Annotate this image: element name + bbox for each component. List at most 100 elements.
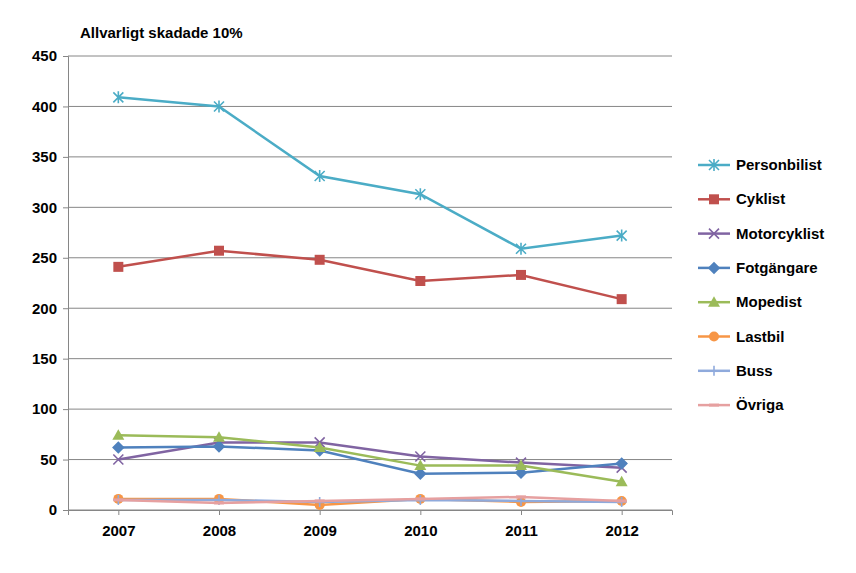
series-marker: [515, 460, 527, 471]
legend-entry: Fotgängare: [698, 259, 818, 276]
legend-entry: Personbilist: [698, 156, 822, 173]
grid: [68, 56, 672, 510]
legend-marker: [709, 229, 719, 239]
legend-entry: Motorcyklist: [698, 225, 824, 242]
legend-swatch: [698, 404, 730, 407]
legend-label: Cyklist: [736, 190, 785, 207]
x-tick-label: 2012: [605, 522, 638, 539]
x-tick-label: 2007: [102, 522, 135, 539]
legend-entry: Cyklist: [698, 190, 785, 207]
legend-marker: [709, 194, 719, 204]
y-tick-mark: [63, 106, 68, 107]
x-tick-mark: [320, 510, 321, 515]
y-tick-label: 50: [40, 451, 57, 468]
y-tick-label: 200: [32, 300, 57, 317]
y-tick-mark: [63, 207, 68, 208]
x-axis: 200720082009201020112012: [69, 510, 673, 539]
grid-line: [68, 409, 672, 410]
y-tick: 150: [32, 350, 68, 367]
y-tick-label: 100: [32, 400, 57, 417]
grid-line: [68, 156, 672, 157]
series-marker: [617, 499, 627, 502]
series-marker: [415, 188, 425, 200]
series: [113, 246, 626, 304]
series-marker: [214, 100, 224, 112]
y-tick-label: 350: [32, 148, 57, 165]
legend-label: Motorcyklist: [736, 225, 824, 242]
legend-entry: Övriga: [698, 396, 784, 413]
y-tick-label: 250: [32, 249, 57, 266]
series-marker: [315, 497, 325, 507]
series: [113, 497, 626, 503]
y-tick: 200: [32, 300, 68, 317]
grid-line: [68, 358, 672, 359]
legend-entry: Mopedist: [698, 293, 802, 310]
series-marker: [617, 497, 627, 507]
legend-label: Mopedist: [736, 293, 802, 310]
legend-entry: Buss: [698, 362, 773, 379]
series-marker: [617, 230, 627, 242]
series-marker: [415, 497, 425, 500]
y-tick-label: 150: [32, 350, 57, 367]
y-axis: 050100150200250300350400450: [32, 47, 69, 518]
y-tick-mark: [63, 157, 68, 158]
legend-marker: [709, 159, 719, 171]
grid-line: [68, 308, 672, 309]
series: [113, 494, 626, 510]
legend-label: Buss: [736, 362, 773, 379]
legend-marker: [709, 366, 719, 376]
series-marker: [415, 276, 425, 286]
series-marker: [617, 294, 627, 304]
y-tick-mark: [63, 258, 68, 259]
y-tick-mark: [63, 308, 68, 309]
legend-marker: [708, 296, 720, 307]
series: [113, 91, 626, 254]
x-tick-mark: [219, 510, 220, 515]
series-marker: [112, 429, 124, 440]
series-line: [118, 497, 621, 503]
chart: 0501001502002503003504004502007200820092…: [0, 0, 856, 573]
series-marker: [516, 495, 526, 498]
series-marker: [315, 170, 325, 182]
series-marker: [113, 91, 123, 103]
x-tick: 2009: [303, 510, 336, 539]
y-tick: 50: [40, 451, 68, 468]
y-tick-mark: [63, 409, 68, 410]
grid-line: [68, 257, 672, 258]
series-marker: [516, 270, 526, 280]
series: [113, 437, 626, 472]
legend-label: Personbilist: [736, 156, 822, 173]
series-marker: [616, 476, 628, 487]
plot-area: [112, 91, 628, 510]
x-tick: 2007: [102, 510, 135, 539]
y-tick-label: 450: [32, 47, 57, 64]
series-marker: [113, 498, 123, 501]
x-tick: 2010: [404, 510, 437, 539]
series-marker: [113, 455, 123, 465]
series-marker: [314, 441, 326, 452]
series-marker: [315, 499, 325, 502]
x-tick-label: 2009: [303, 522, 336, 539]
series-marker: [213, 440, 226, 453]
x-tick-mark: [622, 510, 623, 515]
x-tick-mark: [118, 510, 119, 515]
grid-line: [68, 106, 672, 107]
series-marker: [516, 243, 526, 255]
series: [112, 440, 628, 480]
series-marker: [214, 501, 224, 504]
y-tick-mark: [63, 460, 68, 461]
series-marker: [213, 431, 225, 442]
series-marker: [415, 495, 425, 505]
x-tick-label: 2011: [505, 522, 538, 539]
y-tick-label: 0: [49, 501, 57, 518]
legend-marker: [708, 262, 721, 275]
y-tick-mark: [63, 359, 68, 360]
series-line: [118, 97, 621, 248]
y-tick: 450: [32, 47, 68, 64]
series-line: [118, 251, 621, 299]
y-axis-line: [63, 57, 69, 511]
grid-line: [68, 207, 672, 208]
y-tick: 300: [32, 199, 68, 216]
x-tick-label: 2010: [404, 522, 437, 539]
series-marker: [214, 495, 224, 505]
